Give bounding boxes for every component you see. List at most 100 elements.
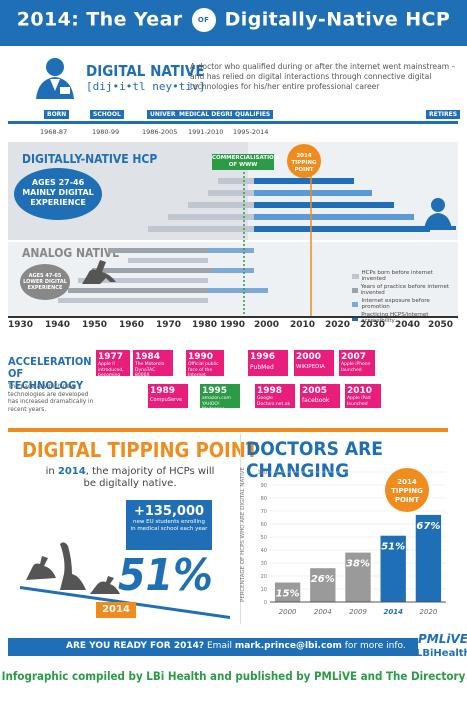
tipping-sub-pre: in [45,466,55,477]
students-box: +135,000 new EU students enrolling in me… [126,500,212,550]
y-tick-label: 100 [257,470,267,476]
y-tick-label: 10 [261,587,267,593]
generation-bars [58,160,430,317]
axis-year: 2040 [395,320,421,330]
axis-year: 1940 [45,320,71,330]
section-divider [240,434,241,624]
cta-email[interactable]: mark.prince@lbi.com [234,641,342,651]
definition-phonetic: [dij•i•tl ney•tiv] [86,80,206,93]
tech-item-1989: 1989 CompuServe [148,384,188,408]
tech-year: 1977 [98,352,124,362]
x-category-label: 2004 [314,608,332,616]
bar-an [68,288,208,293]
x-category-label: 2020 [419,608,437,616]
tech-text: Apple II introduced, becoming first succ… [98,362,124,376]
axis-year: 1980 [192,320,218,330]
cta-email-pre: Email [206,641,232,651]
legend-swatch [352,301,359,307]
title-post: Digitally-Native HCP [224,8,451,31]
date-school: 1980-99 [92,128,120,136]
bar-dn [254,226,430,232]
tech-text: Official public face of the Internet lau… [188,362,219,376]
pmlive-logo: PMLiVE [418,632,467,646]
legend-label: HCPs born before internet invented [361,270,433,282]
cta-bar: ARE YOU READY FOR 2014? Email mark.princ… [8,638,418,656]
bar-dn [254,214,414,220]
legend: HCPs born before internet invented Years… [352,270,452,324]
legend-swatch [352,315,359,321]
tech-text: amazon.com YAHOO! Medscape [202,396,231,408]
legend-label: Practicing HCPS/internet accessibility [361,312,429,324]
bar-bg [168,214,254,220]
y-tick-label: 70 [261,509,267,515]
bar-an [208,248,254,253]
bar-value-label: 38% [346,559,370,570]
legend-item: HCPs born before internet invented [352,270,452,282]
x-category-label: 2000 [279,608,297,616]
students-number: +135,000 [133,504,205,519]
tipping-divider [8,428,448,432]
tech-year: 2005 [302,386,328,396]
tipping-point-badge-chart: 2014 TIPPING POINT [385,468,429,512]
legend-item: Internet exposure before promotion [352,298,452,310]
y-tick-label: 40 [261,548,267,554]
definition-term: DIGITAL NATIVE [86,62,205,80]
tech-text: Apple iPad launched [347,396,371,407]
tech-year: 1990 [188,352,214,362]
x-category-label: 2014 [383,608,403,616]
acceleration-text: The pace at which new technologies are d… [8,384,94,413]
axis-year: 2010 [290,320,316,330]
doctor-icon [36,58,74,99]
dinosaur-icon [82,260,116,284]
band-divider [8,240,458,242]
tech-text: facebook [302,397,330,404]
of-the-badge: OF THE [191,8,216,48]
legend-item: Years of practice before internet invent… [352,284,452,296]
y-tick-label: 50 [261,535,267,541]
tech-year: 2010 [347,386,373,396]
axis-year: 1930 [8,320,34,330]
year-axis-line [8,316,458,318]
date-born: 1968-87 [40,128,68,136]
analog-age-badge: AGES 47-65 LOWER DIGITAL EXPERIENCE [20,264,70,300]
y-tick-label: 30 [261,561,267,567]
date-qualifies: 1995-2014 [233,128,269,136]
big-percent: 51% [118,550,213,601]
axis-year: 1950 [82,320,108,330]
bar-2004 [310,568,336,602]
tech-text: The Motorola DynaTAC 8000X launched [135,362,165,376]
y-tick-label: 90 [261,483,267,489]
tech-year: 2000 [296,352,322,362]
bar-2000 [274,582,301,602]
chart-ylabel: PERCENTAGE OF HCPS WHO ARE DIGITAL NATIV… [240,466,246,602]
bar-an [208,288,268,293]
bar-bg [208,190,254,196]
tipping-point-badge-top: 2014 TIPPING POINT [287,144,321,178]
x-category-label: 2009 [349,608,367,616]
bar-value-label: 26% [311,574,335,585]
definition-text: A doctor who qualified during or after t… [190,62,456,91]
tech-year: 1998 [257,386,283,396]
y-tick-label: 20 [261,574,267,580]
tech-item-2005: 2005 facebook [300,384,340,408]
tech-year: 1996 [250,352,276,362]
legend-label: Internet exposure before promotion [361,298,430,310]
legend-swatch [352,287,358,293]
bar-an [92,268,212,273]
y-tick-label: 60 [261,522,267,528]
stage-born: BORN [44,110,70,119]
date-medical-degree: 1991-2010 [188,128,224,136]
bar-dn [254,202,394,208]
digital-age-badge: AGES 27-46 MAINLY DIGITAL EXPERIENCE [14,168,102,220]
axis-year: 1970 [156,320,182,330]
bar-an [58,298,208,303]
bar-bg [188,202,254,208]
tech-year: 1989 [150,386,176,396]
axis-year: 2050 [428,320,454,330]
students-text: new EU students enrolling in medical sch… [130,519,208,532]
footer-credit: Infographic compiled by LBi Health and p… [1,669,466,683]
cta-email-post: for more info. [344,641,406,651]
stage-university: UNIVERSITY [147,110,194,119]
cta-question: ARE YOU READY FOR 2014? [66,641,205,651]
